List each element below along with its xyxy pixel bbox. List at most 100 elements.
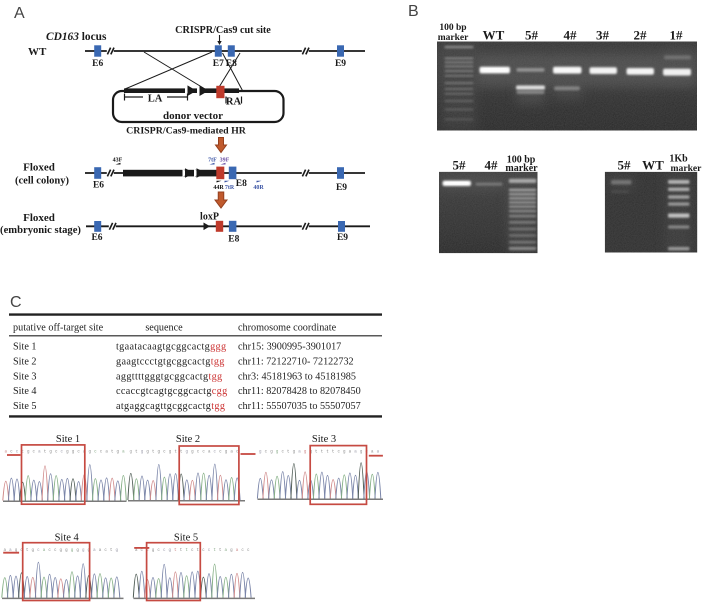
- svg-text:Site 5: Site 5: [174, 533, 198, 544]
- svg-text:t: t: [180, 549, 183, 553]
- svg-text:100 bp: 100 bp: [507, 155, 536, 166]
- svg-text:t: t: [315, 451, 318, 455]
- svg-text:a: a: [371, 451, 374, 455]
- svg-text:a: a: [377, 451, 380, 455]
- svg-text:g: g: [293, 451, 296, 455]
- svg-text:g: g: [65, 549, 68, 553]
- svg-text:c: c: [236, 451, 239, 455]
- svg-text:c: c: [61, 451, 64, 455]
- svg-text:E8: E8: [228, 235, 239, 245]
- svg-text:ccaccgtcagtgcggcactgcgg: ccaccgtcagtgcggcactgcgg: [116, 386, 228, 397]
- svg-text:CD163 locus: CD163 locus: [46, 31, 107, 43]
- svg-text:a: a: [99, 549, 102, 553]
- svg-text:4#: 4#: [485, 158, 499, 173]
- svg-text:loxP: loxP: [200, 212, 219, 223]
- svg-text:t: t: [44, 451, 47, 455]
- svg-text:a: a: [208, 451, 211, 455]
- svg-text:2#: 2#: [634, 28, 648, 43]
- svg-text:g: g: [60, 549, 63, 553]
- svg-text:g: g: [130, 451, 133, 455]
- svg-text:a: a: [105, 451, 108, 455]
- svg-text:E9: E9: [336, 183, 347, 193]
- svg-text:44R: 44R: [213, 185, 224, 191]
- svg-text:gaagtccctgtgcggcactgtgg: gaagtccctgtgcggcactgtgg: [116, 356, 225, 367]
- svg-text:t: t: [185, 549, 188, 553]
- svg-text:E9: E9: [337, 233, 348, 243]
- svg-text:100 bp: 100 bp: [439, 23, 466, 33]
- svg-text:c: c: [247, 549, 250, 553]
- svg-text:g: g: [32, 549, 35, 553]
- svg-text:c: c: [54, 549, 57, 553]
- svg-text:g: g: [71, 549, 74, 553]
- svg-text:g: g: [191, 451, 194, 455]
- svg-text:RA: RA: [226, 97, 242, 108]
- svg-text:t: t: [174, 549, 177, 553]
- svg-text:Floxed: Floxed: [23, 212, 55, 224]
- svg-text:sequence: sequence: [145, 323, 183, 334]
- svg-text:Floxed: Floxed: [23, 162, 55, 174]
- svg-text:c: c: [55, 451, 58, 455]
- svg-text:Site 2: Site 2: [176, 434, 200, 445]
- svg-text:g: g: [360, 451, 363, 455]
- svg-text:CRISPR/Cas9 cut site: CRISPR/Cas9 cut site: [175, 25, 271, 36]
- svg-text:t: t: [110, 549, 113, 553]
- svg-text:c: c: [208, 549, 211, 553]
- svg-text:LA: LA: [148, 94, 163, 105]
- svg-text:g: g: [76, 549, 79, 553]
- svg-text:c: c: [191, 549, 194, 553]
- svg-text:Site 1: Site 1: [56, 434, 80, 445]
- svg-text:atgaggcagttgcggcactgtgg: atgaggcagttgcggcactgtgg: [116, 401, 225, 412]
- svg-text:E8: E8: [236, 179, 247, 189]
- svg-text:t: t: [135, 451, 138, 455]
- svg-text:chr11: 72122710- 72122732: chr11: 72122710- 72122732: [238, 356, 354, 367]
- svg-text:Site 3: Site 3: [13, 371, 37, 382]
- svg-text:g: g: [270, 451, 273, 455]
- svg-text:Site 5: Site 5: [13, 401, 37, 412]
- svg-text:g: g: [15, 549, 18, 553]
- svg-text:Site 4: Site 4: [13, 386, 37, 397]
- svg-text:1Kb: 1Kb: [669, 154, 688, 165]
- svg-text:marker: marker: [671, 163, 703, 174]
- svg-text:7tR: 7tR: [225, 185, 235, 191]
- svg-text:g: g: [116, 549, 119, 553]
- svg-text:t: t: [26, 549, 29, 553]
- svg-text:Site 1: Site 1: [13, 342, 37, 353]
- svg-text:c: c: [33, 451, 36, 455]
- svg-text:g: g: [66, 451, 69, 455]
- svg-text:chr11: 55507035 to 55507057: chr11: 55507035 to 55507057: [238, 401, 361, 412]
- svg-text:c: c: [48, 549, 51, 553]
- svg-text:g: g: [225, 451, 228, 455]
- svg-text:Site 4: Site 4: [55, 533, 80, 544]
- svg-text:t: t: [287, 451, 290, 455]
- svg-text:7tF: 7tF: [208, 158, 217, 164]
- svg-text:a: a: [230, 451, 233, 455]
- svg-text:a: a: [4, 549, 7, 553]
- svg-text:c: c: [10, 451, 13, 455]
- svg-text:donor vector: donor vector: [163, 110, 223, 122]
- svg-text:chr3: 45181963 to 45181985: chr3: 45181963 to 45181985: [238, 371, 356, 382]
- svg-text:g: g: [169, 451, 172, 455]
- svg-text:c: c: [163, 451, 166, 455]
- svg-text:a: a: [43, 549, 46, 553]
- svg-text:a: a: [236, 549, 239, 553]
- svg-text:t: t: [219, 549, 222, 553]
- svg-text:t: t: [174, 451, 177, 455]
- svg-text:a: a: [9, 549, 12, 553]
- svg-text:g: g: [169, 549, 172, 553]
- svg-text:A: A: [14, 5, 25, 22]
- svg-text:g: g: [259, 451, 262, 455]
- svg-text:a: a: [225, 549, 228, 553]
- svg-text:WT: WT: [28, 46, 47, 58]
- svg-text:chr15: 3900995-3901017: chr15: 3900995-3901017: [238, 342, 341, 353]
- svg-text:g: g: [82, 549, 85, 553]
- svg-text:E9: E9: [335, 59, 346, 69]
- svg-text:c: c: [202, 451, 205, 455]
- svg-text:a: a: [93, 549, 96, 553]
- svg-text:c: c: [104, 549, 107, 553]
- svg-text:E6: E6: [93, 181, 104, 191]
- svg-text:a: a: [5, 451, 8, 455]
- svg-text:E6: E6: [91, 233, 102, 243]
- svg-text:c: c: [16, 451, 19, 455]
- svg-text:c: c: [219, 451, 222, 455]
- svg-text:40R: 40R: [253, 185, 264, 191]
